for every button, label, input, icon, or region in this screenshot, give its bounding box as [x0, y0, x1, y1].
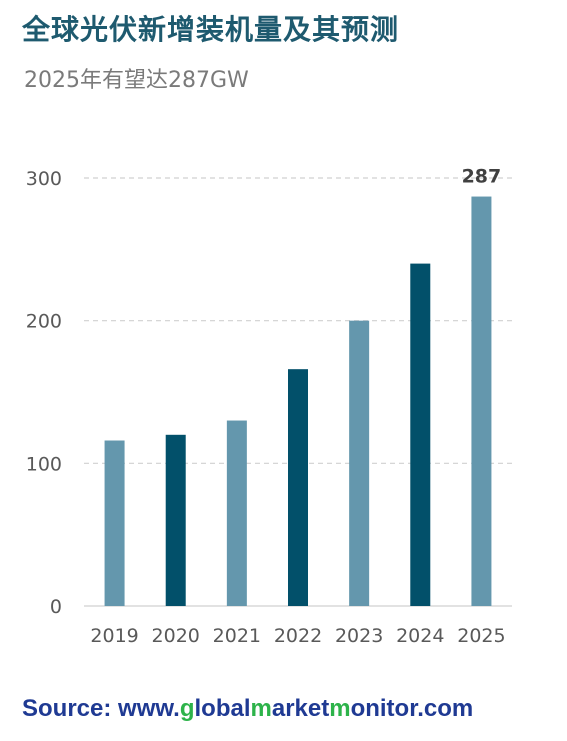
y-tick-label: 300	[26, 168, 62, 190]
source-credit: Source: www.globalmarketmonitor.com	[22, 695, 473, 723]
x-tick-label: 2019	[90, 625, 138, 647]
x-tick-label: 2024	[396, 625, 444, 647]
data-label: 287	[462, 166, 502, 188]
source-label: Source:	[22, 695, 112, 722]
y-tick-label: 100	[26, 453, 62, 475]
bar	[104, 440, 125, 606]
x-tick-label: 2022	[274, 625, 322, 647]
bar	[165, 434, 186, 606]
x-tick-label: 2020	[152, 625, 200, 647]
url-part: m	[250, 695, 272, 722]
url-part: g	[179, 695, 195, 722]
y-tick-label: 0	[50, 596, 62, 618]
x-tick-label: 2025	[457, 625, 505, 647]
x-tick-label: 2023	[335, 625, 383, 647]
url-part: onitor	[350, 695, 418, 722]
chart-subtitle: 2025年有望达287GW	[24, 68, 249, 93]
bar	[410, 263, 431, 606]
bar	[471, 196, 492, 606]
source-url[interactable]: www.globalmarketmonitor.com	[118, 695, 473, 722]
chart-title: 全球光伏新增装机量及其预测	[22, 13, 400, 46]
y-tick-label: 200	[26, 311, 62, 333]
x-tick-label: 2021	[213, 625, 261, 647]
bar	[288, 369, 308, 606]
bar	[226, 420, 247, 606]
url-part: .com	[417, 695, 474, 722]
url-part: lobal	[194, 695, 251, 722]
url-part: m	[329, 695, 351, 722]
bar	[349, 320, 370, 606]
url-part: www.	[118, 695, 180, 722]
url-part: arket	[271, 695, 330, 722]
